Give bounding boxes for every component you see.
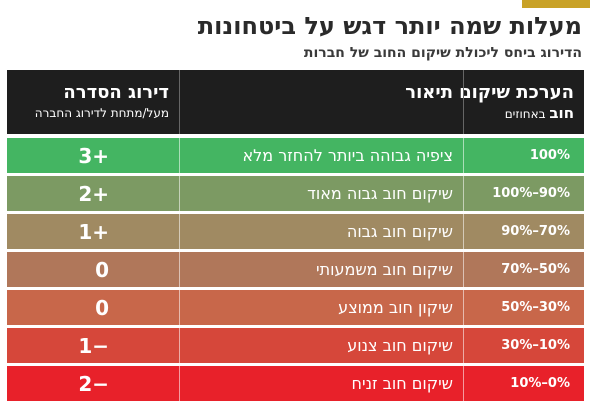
table-row: 0%–10% שיקום חוב זניח −2 xyxy=(7,366,584,401)
page-subtitle: הדירוג ביחס ליכולת שיקום החוב של חברות xyxy=(303,45,582,61)
header-rank: דירוג הסדרה מעל/מתחת לדירוג החברה xyxy=(7,70,180,134)
table-row: 90%–100% שיקום חוב גבוה מאוד +2 xyxy=(7,176,584,211)
header-rank-sub: מעל/מתחת לדירוג החברה xyxy=(34,106,169,120)
header-rank-title: דירוג הסדרה xyxy=(63,82,169,103)
table-row: 50%–70% שיקום חוב משמעותי 0 xyxy=(7,252,584,287)
rank-cell: +3 xyxy=(7,138,180,173)
description-cell: ציפיה גבוהה ביותר להחזר מלא xyxy=(180,138,464,173)
rank-cell: −1 xyxy=(7,328,180,363)
recovery-cell: 10%–30% xyxy=(501,338,570,353)
recovery-cell: 90%–100% xyxy=(492,186,570,201)
description-cell: שיקון חוב ממוצע xyxy=(180,290,464,325)
recovery-cell: 50%–70% xyxy=(501,262,570,277)
rating-table: הערכת שיקום חוב באחוזים תיאור דירוג הסדר… xyxy=(7,70,584,404)
rank-cell: +1 xyxy=(7,214,180,249)
header-recovery-sub: חוב באחוזים xyxy=(470,104,574,123)
table-header: הערכת שיקום חוב באחוזים תיאור דירוג הסדר… xyxy=(7,70,584,134)
table-row: 70%–90% שיקום חוב גבוה +1 xyxy=(7,214,584,249)
page-title: מעלות שמה יותר דגש על ביטחונות xyxy=(197,12,582,40)
rank-cell: −2 xyxy=(7,366,180,401)
accent-bar xyxy=(522,0,590,8)
recovery-cell: 100% xyxy=(529,148,570,163)
rank-cell: 0 xyxy=(7,252,180,287)
rank-cell: +2 xyxy=(7,176,180,211)
description-cell: שיקום חוב גבוה מאוד xyxy=(180,176,464,211)
header-recovery-title: הערכת שיקום xyxy=(459,81,574,103)
header-recovery-sub-rest: באחוזים xyxy=(504,106,550,121)
recovery-cell: 30%–50% xyxy=(501,300,570,315)
table-body: 100% ציפיה גבוהה ביותר להחזר מלא +3 90%–… xyxy=(7,138,584,401)
header: מעלות שמה יותר דגש על ביטחונות הדירוג בי… xyxy=(8,10,582,62)
rank-cell: 0 xyxy=(7,290,180,325)
description-cell: שיקום חוב צנוע xyxy=(180,328,464,363)
table-row: 10%–30% שיקום חוב צנוע −1 xyxy=(7,328,584,363)
description-cell: שיקום חוב גבוה xyxy=(180,214,464,249)
header-recovery-sub-bold: חוב xyxy=(549,103,574,122)
table-row: 30%–50% שיקון חוב ממוצע 0 xyxy=(7,290,584,325)
header-description: תיאור xyxy=(180,70,464,134)
header-description-title: תיאור xyxy=(405,82,453,103)
description-cell: שיקום חוב זניח xyxy=(180,366,464,401)
recovery-cell: 0%–10% xyxy=(510,376,570,391)
header-recovery: הערכת שיקום חוב באחוזים xyxy=(459,70,584,134)
table-row: 100% ציפיה גבוהה ביותר להחזר מלא +3 xyxy=(7,138,584,173)
description-cell: שיקום חוב משמעותי xyxy=(180,252,464,287)
recovery-cell: 70%–90% xyxy=(501,224,570,239)
